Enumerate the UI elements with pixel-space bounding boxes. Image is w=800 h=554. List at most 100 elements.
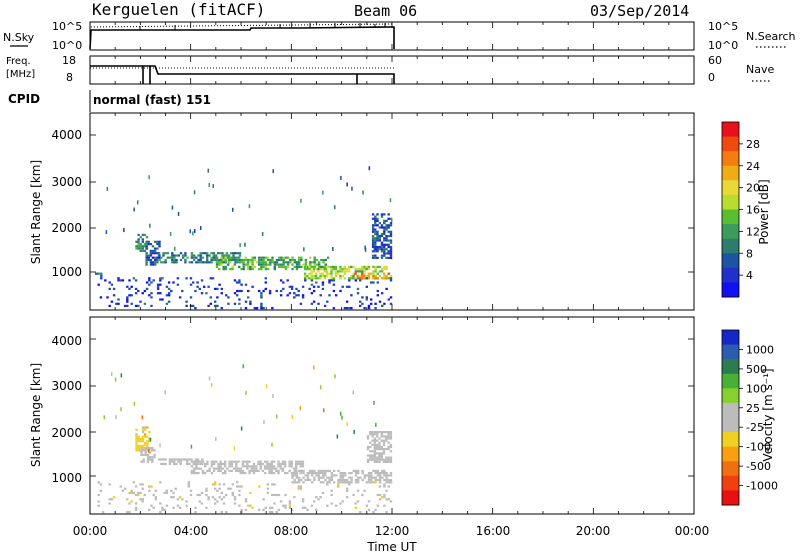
power-cell: [234, 261, 237, 264]
velocity-cell: [239, 469, 242, 472]
power-cell: [132, 277, 136, 280]
power-cell: [211, 277, 215, 280]
power-cell: [280, 265, 283, 268]
velocity-cell: [244, 460, 247, 463]
velocity-cell: [288, 506, 292, 509]
velocity-data-region: [97, 364, 393, 514]
power-cell: [238, 252, 242, 255]
velocity-colorbar-tick-label: 1000: [746, 343, 774, 356]
xtick-08: 08:00: [274, 524, 309, 538]
velocity-cell: [190, 460, 194, 463]
velocity-cell: [376, 445, 379, 449]
power-cell: [372, 281, 375, 284]
velocity-cell: [250, 469, 253, 472]
power-cell: [325, 272, 329, 275]
power-cell: [99, 296, 103, 299]
power-cell: [286, 263, 290, 266]
power-cell: [196, 281, 199, 284]
power-cell: [218, 263, 221, 266]
velocity-cell: [387, 485, 390, 488]
velocity-cell: [135, 447, 138, 450]
power-cell: [271, 261, 274, 264]
power-cell: [173, 261, 176, 264]
power-cell: [387, 235, 390, 238]
power-cell: [286, 256, 290, 259]
velocity-cell: [275, 511, 278, 514]
velocity-cell: [239, 467, 242, 470]
velocity-cell: [235, 469, 238, 472]
velocity-cell: [376, 478, 380, 482]
power-cell: [321, 274, 324, 278]
power-cell: [312, 265, 316, 268]
power-cell: [244, 256, 248, 259]
velocity-cell: [378, 478, 382, 482]
power-cell: [236, 281, 239, 284]
power-cell: [298, 256, 301, 259]
power-cell: [321, 268, 324, 271]
velocity-cell: [293, 481, 296, 484]
power-cell: [262, 256, 265, 259]
power-cell: [371, 217, 375, 220]
velocity-cell: [165, 489, 169, 492]
velocity-cell: [268, 467, 271, 470]
velocity-cell: [220, 491, 223, 494]
nsearch-series: [90, 23, 395, 28]
velocity-cell: [216, 500, 219, 503]
axis-tick-marks: [89, 22, 695, 514]
velocity-cell: [268, 465, 271, 468]
power-cell: [220, 263, 223, 266]
power-cell: [197, 254, 200, 257]
velocity-cell: [128, 491, 131, 494]
velocity-cell: [374, 481, 377, 484]
power-cell: [261, 232, 264, 236]
velocity-cell: [201, 472, 205, 475]
power-cell: [271, 256, 274, 259]
power-cell: [209, 296, 212, 299]
power-cell: [376, 213, 379, 216]
power-cell: [308, 277, 311, 280]
velocity-cell: [375, 422, 377, 427]
velocity-cell: [328, 469, 331, 472]
power-cell: [334, 270, 338, 273]
velocity-cell: [146, 460, 150, 463]
velocity-cell: [162, 462, 165, 466]
velocity-cell: [141, 426, 145, 429]
power-cell: [126, 300, 129, 303]
power-cell: [334, 205, 336, 210]
power-cell: [389, 224, 393, 227]
power-cell: [260, 304, 263, 307]
velocity-cell: [270, 467, 273, 470]
power-cell: [308, 265, 311, 268]
power-cell: [145, 263, 148, 266]
power-cell: [141, 233, 144, 236]
velocity-cell: [381, 496, 384, 499]
freq-tick-top: 18: [62, 54, 76, 67]
power-cell: [188, 261, 191, 264]
velocity-cell: [286, 472, 289, 475]
velocity-cell: [275, 493, 278, 497]
velocity-cell: [164, 458, 167, 461]
power-cell: [260, 261, 263, 264]
velocity-cell: [369, 431, 372, 434]
power-cell: [97, 272, 100, 275]
freq-unit-label: [MHz]: [6, 69, 35, 80]
power-cell: [266, 268, 270, 271]
power-cell: [315, 281, 318, 284]
power-cell: [314, 268, 318, 271]
velocity-cell: [149, 447, 152, 450]
velocity-cell: [330, 493, 333, 497]
power-cell: [323, 270, 327, 273]
velocity-cell: [218, 496, 221, 499]
power-cell: [160, 256, 163, 259]
velocity-cell: [387, 433, 390, 436]
velocity-cell: [200, 491, 204, 494]
velocity-cell: [371, 443, 374, 446]
power-cell: [134, 292, 138, 295]
power-cell: [387, 230, 390, 233]
velocity-cell: [323, 408, 325, 413]
power-cell: [345, 285, 349, 288]
velocity-cell: [343, 478, 347, 482]
velocity-cell: [141, 444, 145, 447]
velocity-cell: [259, 467, 262, 470]
power-cell: [216, 287, 219, 290]
